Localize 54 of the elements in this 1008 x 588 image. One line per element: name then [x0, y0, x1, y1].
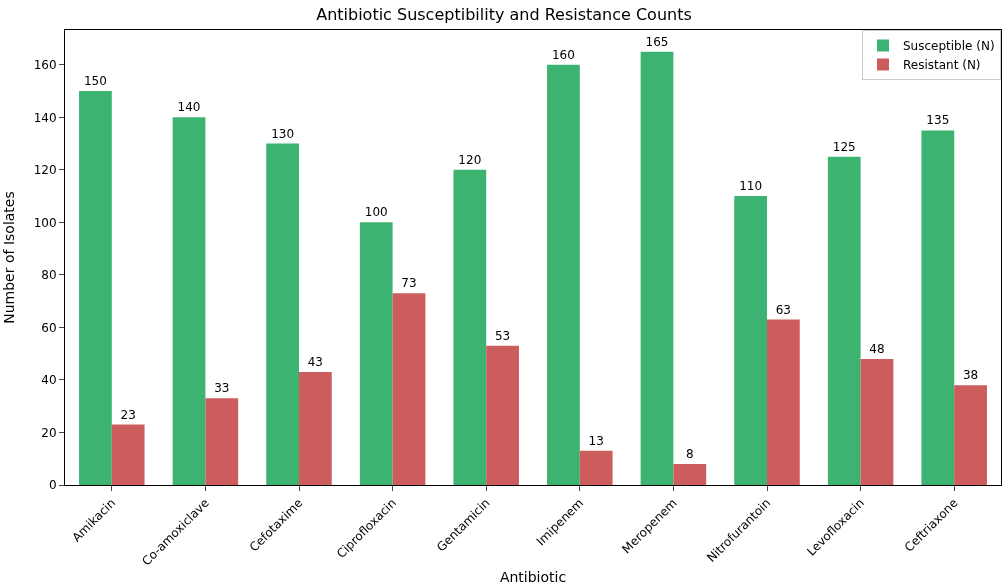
data-label: 38 — [962, 368, 979, 383]
bar — [392, 293, 426, 485]
y-tick-label: 60 — [41, 320, 57, 335]
bar — [827, 156, 861, 485]
bar — [734, 196, 767, 485]
data-label: 33 — [214, 381, 230, 396]
bar — [205, 398, 239, 485]
bar — [299, 372, 332, 485]
data-label: 140 — [177, 100, 201, 115]
y-tick-label: 20 — [41, 425, 57, 440]
data-label: 110 — [739, 179, 763, 194]
data-label: 135 — [926, 113, 950, 128]
y-tick-label: 100 — [33, 215, 57, 230]
data-label: 8 — [685, 446, 694, 461]
y-tick-label: 140 — [33, 110, 57, 125]
data-label: 100 — [364, 205, 388, 220]
y-axis-title: Number of Isolates — [1, 191, 18, 324]
bar — [172, 117, 206, 485]
data-label: 13 — [588, 433, 604, 448]
y-tick-label: 80 — [41, 268, 57, 283]
chart-title: Antibiotic Susceptibility and Resistance Counts — [316, 5, 692, 25]
bar — [767, 319, 800, 485]
y-tick-label: 0 — [48, 478, 57, 493]
bar — [673, 463, 707, 485]
data-label: 63 — [775, 302, 792, 317]
bar — [954, 385, 987, 485]
bar — [111, 424, 145, 485]
data-label: 125 — [832, 139, 856, 154]
bar — [359, 222, 393, 485]
bar — [579, 450, 613, 485]
data-label: 120 — [458, 152, 482, 167]
bar — [453, 169, 487, 485]
bar — [640, 51, 674, 485]
data-label: 23 — [120, 407, 136, 422]
data-label: 130 — [271, 126, 295, 141]
data-label: 48 — [869, 341, 885, 356]
legend-label: Resistant (N) — [903, 58, 981, 73]
data-label: 150 — [83, 74, 107, 89]
bar — [486, 345, 519, 485]
data-label: 73 — [401, 276, 417, 291]
x-axis-title: Antibiotic — [499, 568, 567, 585]
y-tick-label: 160 — [33, 58, 57, 72]
bar — [860, 358, 894, 485]
data-label: 43 — [307, 355, 324, 370]
data-label: 160 — [551, 47, 575, 62]
y-tick-label: 40 — [41, 373, 57, 388]
data-label: 53 — [494, 328, 511, 343]
bar — [547, 64, 580, 485]
bar — [921, 130, 955, 485]
bar — [266, 143, 299, 485]
y-tick-label: 120 — [33, 163, 57, 178]
data-label: 165 — [645, 34, 669, 49]
bar — [79, 91, 112, 485]
legend-label: Susceptible (N) — [903, 39, 995, 54]
